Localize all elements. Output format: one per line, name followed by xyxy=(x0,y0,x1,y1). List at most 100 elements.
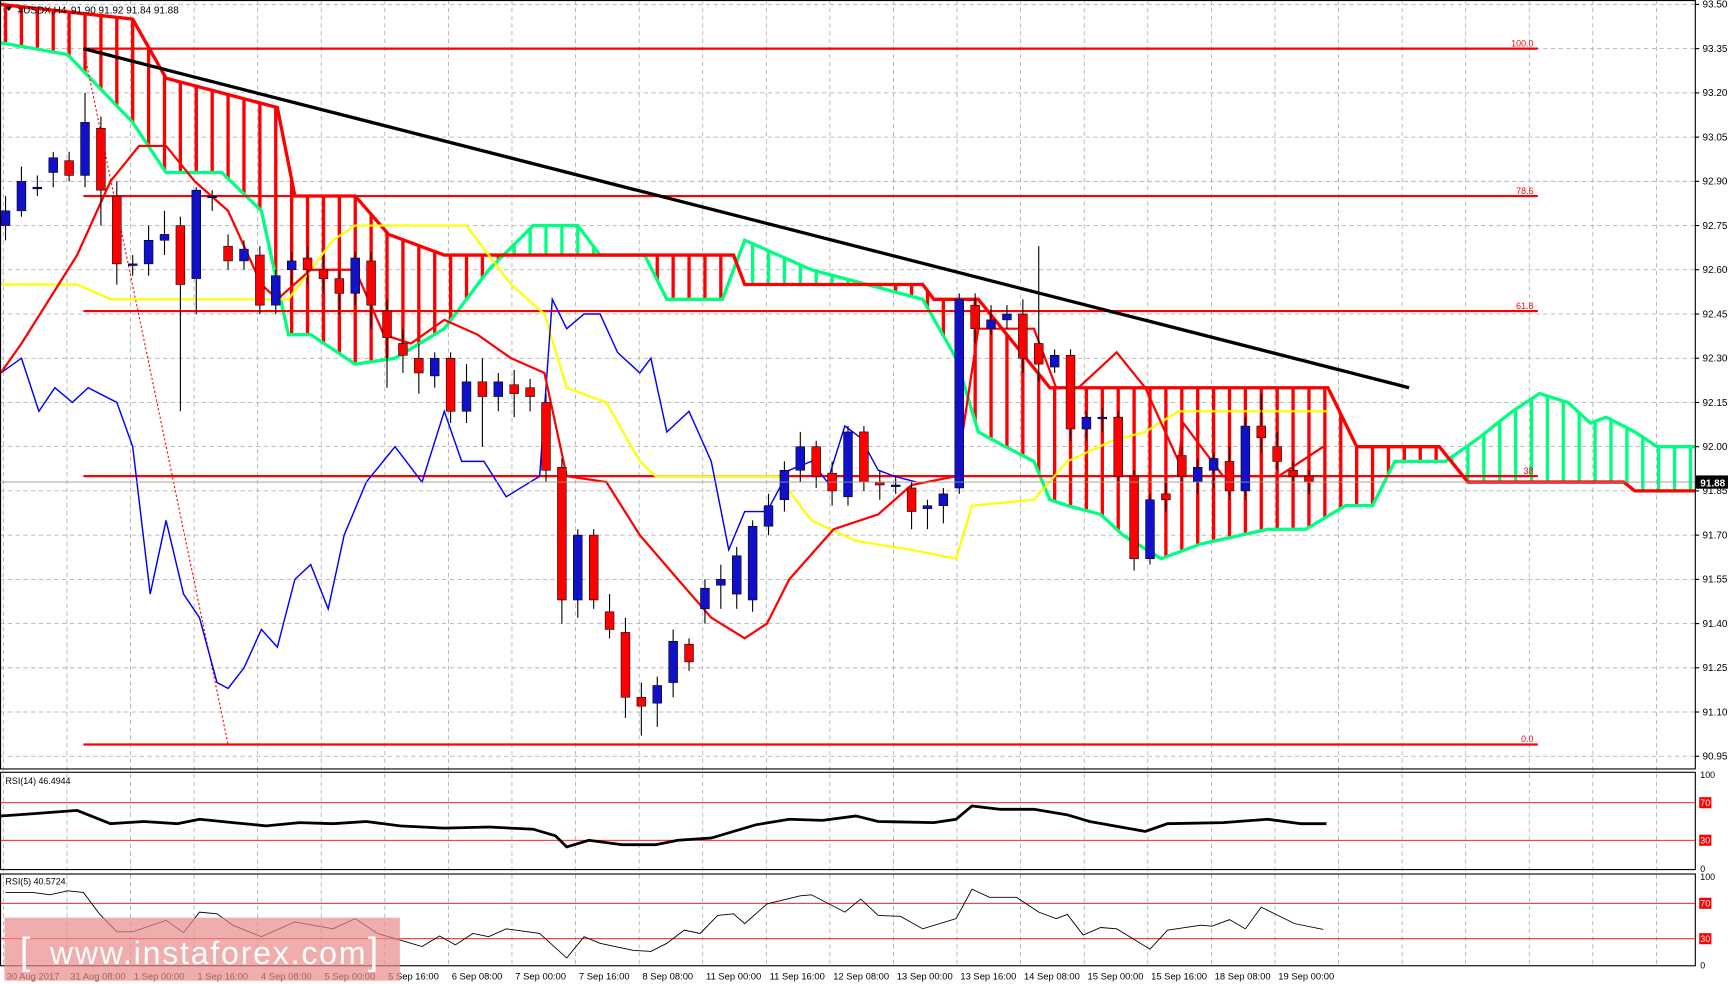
bearish-candle xyxy=(1161,493,1171,501)
bullish-candle xyxy=(207,195,217,199)
bearish-candle xyxy=(1113,416,1123,477)
rsi5-tick-label: 100 xyxy=(1700,872,1715,882)
bullish-candle xyxy=(1049,354,1060,368)
watermark-text: www.instaforex.com xyxy=(49,935,366,971)
fib-level-label: 38 xyxy=(1524,466,1534,476)
bearish-candle xyxy=(223,245,233,262)
pane-frames xyxy=(0,0,1696,967)
bearish-candle xyxy=(1288,469,1298,477)
bullish-candle xyxy=(127,263,138,266)
header: #USDX,H4 91.90 91.92 91.84 91.88 xyxy=(5,5,179,16)
bearish-candle xyxy=(414,357,424,374)
bearish-candle xyxy=(557,467,567,601)
bullish-candle xyxy=(938,493,949,506)
price-tick-label: 92.15 xyxy=(1703,398,1728,409)
price-tick-label: 92.45 xyxy=(1703,309,1728,320)
bullish-candle xyxy=(779,469,790,501)
bearish-candle xyxy=(382,310,392,338)
rsi5-level-badge xyxy=(1699,897,1712,909)
bearish-candle xyxy=(1256,425,1266,439)
bearish-candle xyxy=(875,481,885,486)
time-tick-label: 13 Sep 00:00 xyxy=(897,971,953,982)
fib-level-label: 78.6 xyxy=(1516,186,1533,196)
price-tick-label: 92.00 xyxy=(1703,442,1728,453)
bearish-candle xyxy=(970,304,980,330)
bullish-candle xyxy=(430,357,440,377)
trendline[interactable] xyxy=(83,47,1410,390)
time-tick-label: 14 Sep 08:00 xyxy=(1024,971,1080,982)
bearish-candle xyxy=(906,487,917,512)
time-tick-label: 11 Sep 00:00 xyxy=(706,971,761,982)
tenkan-sen-line xyxy=(0,144,1324,640)
rsi14-tick-label: 70 xyxy=(1700,798,1710,808)
bullish-candle xyxy=(1002,313,1012,321)
rsi14-level-badge xyxy=(1699,797,1712,809)
bearish-candle xyxy=(1129,475,1139,559)
rsi5-tick-label: 0 xyxy=(1700,961,1705,971)
kijun-sen-line xyxy=(0,224,1329,560)
time-tick-label: 13 Sep 16:00 xyxy=(960,971,1016,982)
rsi14-tick-label: 0 xyxy=(1700,864,1705,874)
fib-diagonal xyxy=(82,48,229,745)
time-tick-label: 5 Sep 16:00 xyxy=(388,971,439,982)
bearish-candle xyxy=(334,278,345,294)
bullish-candle xyxy=(271,275,281,306)
bullish-candle xyxy=(143,240,154,265)
bullish-candle xyxy=(16,181,27,212)
bullish-candle xyxy=(48,157,58,173)
senkou-span-a-line xyxy=(0,41,1696,561)
dropdown-triangle-icon[interactable] xyxy=(5,6,13,12)
grid-lines xyxy=(0,0,1695,967)
symbol-label: #USDX,H4 xyxy=(18,5,67,16)
senkou-span-b-line xyxy=(0,2,1696,493)
bullish-candle xyxy=(1240,425,1251,492)
ohlc-label: 91.90 91.92 91.84 91.88 xyxy=(71,5,179,16)
ichimoku-lines xyxy=(0,144,1329,690)
rsi14-line xyxy=(0,804,1327,849)
bullish-candle xyxy=(668,640,678,683)
bullish-candle xyxy=(700,587,710,610)
time-tick-label: 6 Sep 08:00 xyxy=(452,971,503,982)
price-tick-label: 91.10 xyxy=(1703,707,1728,718)
bearish-candle xyxy=(255,254,265,306)
bearish-candle xyxy=(684,643,694,663)
price-tick-label: 93.35 xyxy=(1703,44,1728,55)
bearish-candle xyxy=(604,611,615,630)
fib-level-label: 0.0 xyxy=(1521,734,1533,744)
time-tick-label: 7 Sep 16:00 xyxy=(579,971,630,982)
bullish-candle xyxy=(795,446,806,471)
bullish-candle xyxy=(493,381,504,397)
rsi5-tick-label: 30 xyxy=(1700,934,1710,944)
bullish-candle xyxy=(80,122,90,176)
rsi14-level-badge xyxy=(1699,834,1712,846)
rsi5-tick-label: 70 xyxy=(1700,899,1710,909)
bullish-candle xyxy=(350,257,360,294)
bearish-candle xyxy=(96,127,106,191)
bearish-candle xyxy=(366,260,376,306)
bearish-candle xyxy=(445,357,456,412)
rsi5-label: RSI(5) 40.5724 xyxy=(6,877,66,887)
bullish-candle xyxy=(1081,416,1092,430)
bearish-candle xyxy=(477,381,488,397)
price-tick-label: 91.25 xyxy=(1703,663,1728,674)
bearish-candle xyxy=(811,446,821,477)
price-tick-label: 92.60 xyxy=(1703,265,1728,276)
bullish-candle xyxy=(1145,499,1155,559)
bullish-candle xyxy=(732,555,742,595)
bullish-candle xyxy=(1097,416,1108,420)
price-tick-label: 91.40 xyxy=(1703,619,1728,630)
bullish-candle xyxy=(191,189,201,279)
bullish-candle xyxy=(652,685,662,704)
fibonacci-retracement[interactable]: 100.0 78.6 61.8 38 0.0 xyxy=(82,38,1538,746)
bearish-candle xyxy=(588,534,599,601)
bullish-candle xyxy=(159,234,170,241)
chikou-span-line xyxy=(0,296,917,690)
bullish-candle xyxy=(716,579,726,586)
price-tick-label: 91.55 xyxy=(1703,575,1728,586)
bearish-candle xyxy=(175,225,186,285)
price-tick-label: 91.85 xyxy=(1703,486,1728,497)
bearish-candle xyxy=(636,697,647,707)
price-tick-label: 92.90 xyxy=(1703,177,1728,188)
